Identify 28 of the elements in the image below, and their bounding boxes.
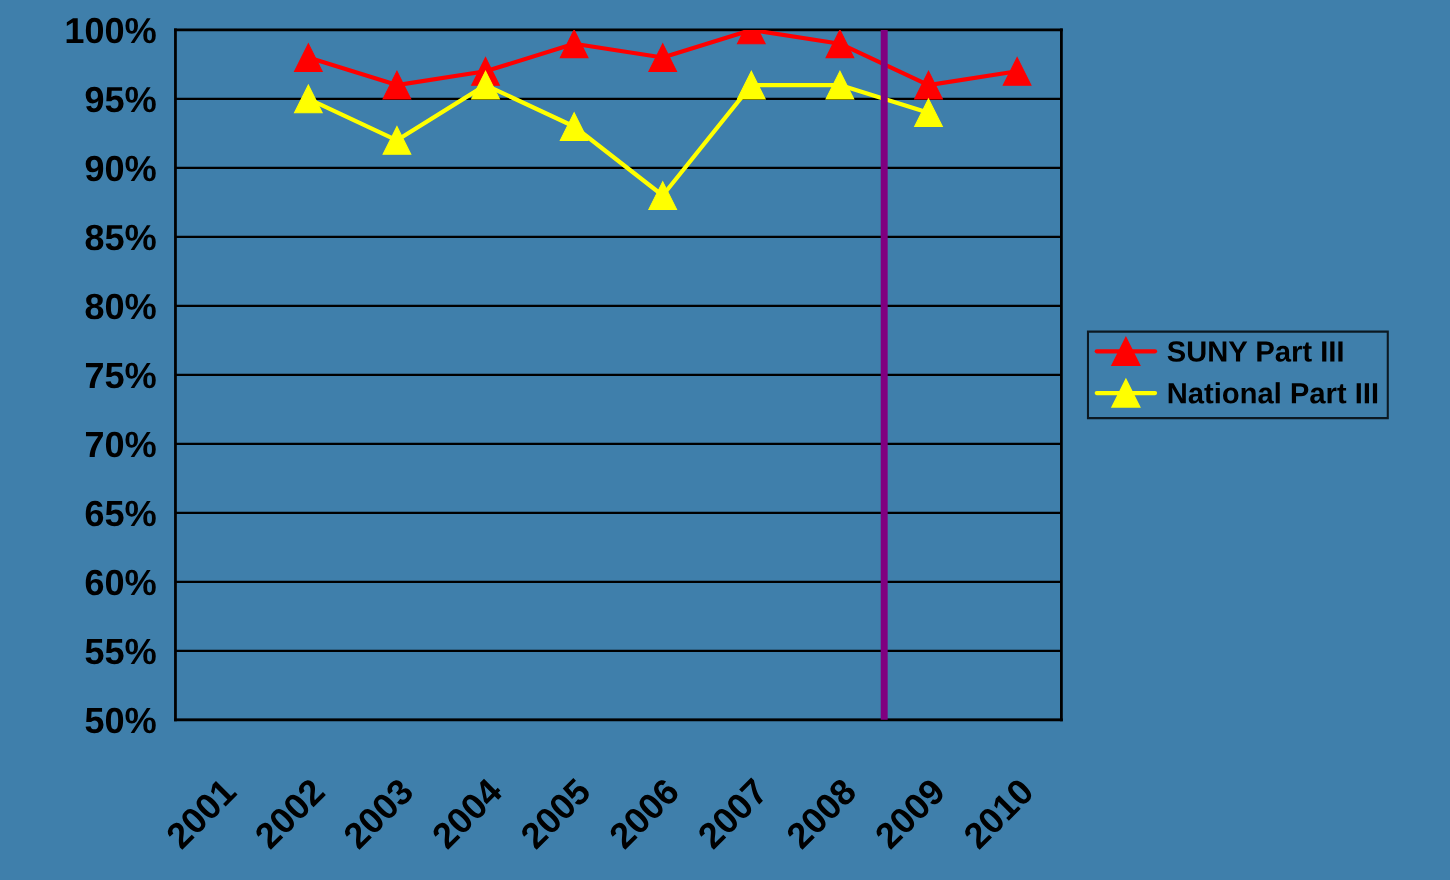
point — [825, 70, 855, 100]
y-tick-label: 55% — [85, 638, 156, 665]
point — [293, 43, 323, 72]
point — [1002, 56, 1032, 86]
point — [382, 125, 412, 155]
y-tick-label: 75% — [85, 362, 156, 389]
point — [382, 70, 412, 100]
y-tick-label: 80% — [85, 293, 156, 320]
y-tick-label: 95% — [85, 86, 156, 113]
point — [736, 70, 766, 100]
point — [825, 29, 855, 59]
legend-label: National Part III — [1168, 382, 1378, 404]
legend-label: SUNY Part III — [1167, 341, 1343, 362]
point — [648, 181, 678, 210]
y-tick-label: 60% — [85, 569, 156, 596]
point — [559, 29, 589, 59]
y-tick-label: 100% — [66, 17, 156, 44]
y-tick-label: 90% — [85, 155, 156, 182]
point — [648, 43, 678, 72]
y-tick-label: 50% — [85, 707, 156, 734]
y-tick-label: 85% — [85, 224, 156, 251]
point — [914, 70, 943, 100]
y-tick-label: 70% — [85, 431, 156, 458]
point — [293, 84, 323, 114]
point — [559, 112, 589, 141]
point — [471, 70, 500, 100]
y-tick-label: 65% — [85, 500, 156, 527]
point — [914, 98, 943, 128]
